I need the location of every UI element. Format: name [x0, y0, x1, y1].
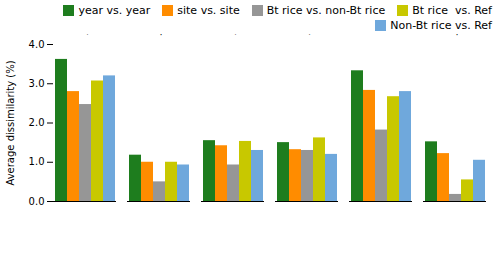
- svg-text:2.0: 2.0: [29, 117, 45, 128]
- svg-text:Fatty acids: Fatty acids: [229, 34, 276, 36]
- svg-text:Minerals: Minerals: [303, 34, 341, 36]
- svg-text:Anti-nutrients: Anti-nutrients: [450, 34, 500, 37]
- svg-text:Proximates: Proximates: [81, 34, 128, 36]
- svg-text:Vitamins: Vitamins: [377, 34, 416, 36]
- svg-text:0.0: 0.0: [29, 196, 45, 207]
- svg-text:Amino acids: Amino acids: [154, 34, 206, 37]
- svg-text:3.0: 3.0: [29, 78, 45, 89]
- html-text:Bt rice vs. Ref: Bt rice vs. Ref: [412, 4, 492, 17]
- html-text:Bt rice vs. non-Bt rice: Bt rice vs. non-Bt rice: [266, 4, 386, 17]
- svg-text:Average dissimilarity (%): Average dissimilarity (%): [5, 60, 16, 185]
- html-text:year vs. year: year vs. year: [78, 4, 151, 17]
- svg-text:4.0: 4.0: [29, 39, 45, 50]
- html-text:Non-Bt rice vs. Ref: Non-Bt rice vs. Ref: [390, 19, 492, 32]
- html-text:site vs. site: site vs. site: [177, 4, 240, 17]
- svg-text:1.0: 1.0: [29, 156, 45, 167]
